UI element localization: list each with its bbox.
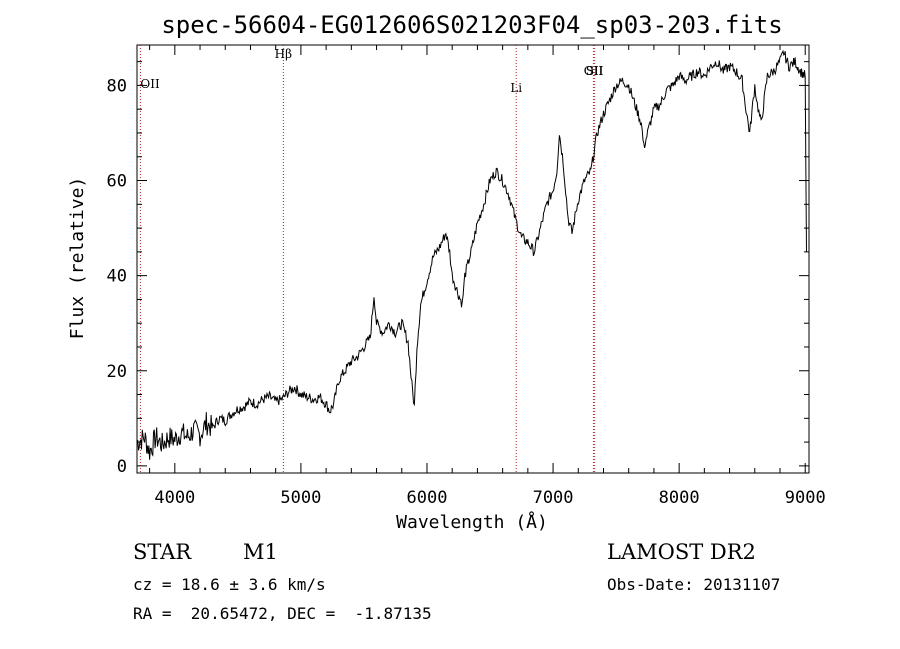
y-tick-label: 20 (107, 362, 127, 382)
x-tick-label: 7000 (533, 488, 574, 508)
spectral-line-label: SII (586, 64, 604, 78)
x-tick-label: 9000 (785, 488, 826, 508)
y-tick-label: 80 (107, 76, 127, 96)
coordinates: RA = 20.65472, DEC = -1.87135 (133, 604, 432, 623)
spectral-line-label: OII (140, 77, 160, 91)
y-tick-label: 40 (107, 267, 127, 287)
spectrum-line (136, 49, 807, 460)
spectral-line-label: Hβ (275, 47, 292, 61)
x-tick-label: 5000 (280, 488, 321, 508)
y-tick-label: 60 (107, 172, 127, 192)
spectral-line-label: OII (584, 64, 604, 78)
y-axis-label: Flux (relative) (67, 177, 88, 340)
x-axis-ticks: 4000 5000 6000 7000 8000 9000 (149, 45, 826, 508)
plot-frame (136, 44, 810, 474)
x-tick-label: 6000 (407, 488, 448, 508)
y-axis-ticks: 0 20 40 60 80 (107, 61, 809, 477)
subclass: M1 (243, 540, 278, 564)
spectral-line-label: Li (510, 81, 522, 95)
chart-title: spec-56604-EG012606S021203F04_sp03-203.f… (161, 11, 782, 39)
object-type: STAR (133, 540, 192, 564)
x-tick-label: 4000 (154, 488, 195, 508)
survey-name: LAMOST DR2 (607, 540, 756, 564)
obs-date: Obs-Date: 20131107 (607, 575, 781, 594)
redshift-text: cz = 18.6 ± 3.6 km/s (133, 575, 326, 594)
y-tick-label: 0 (117, 457, 127, 477)
x-axis-label: Wavelength (Å) (396, 511, 548, 533)
x-tick-label: 8000 (659, 488, 700, 508)
